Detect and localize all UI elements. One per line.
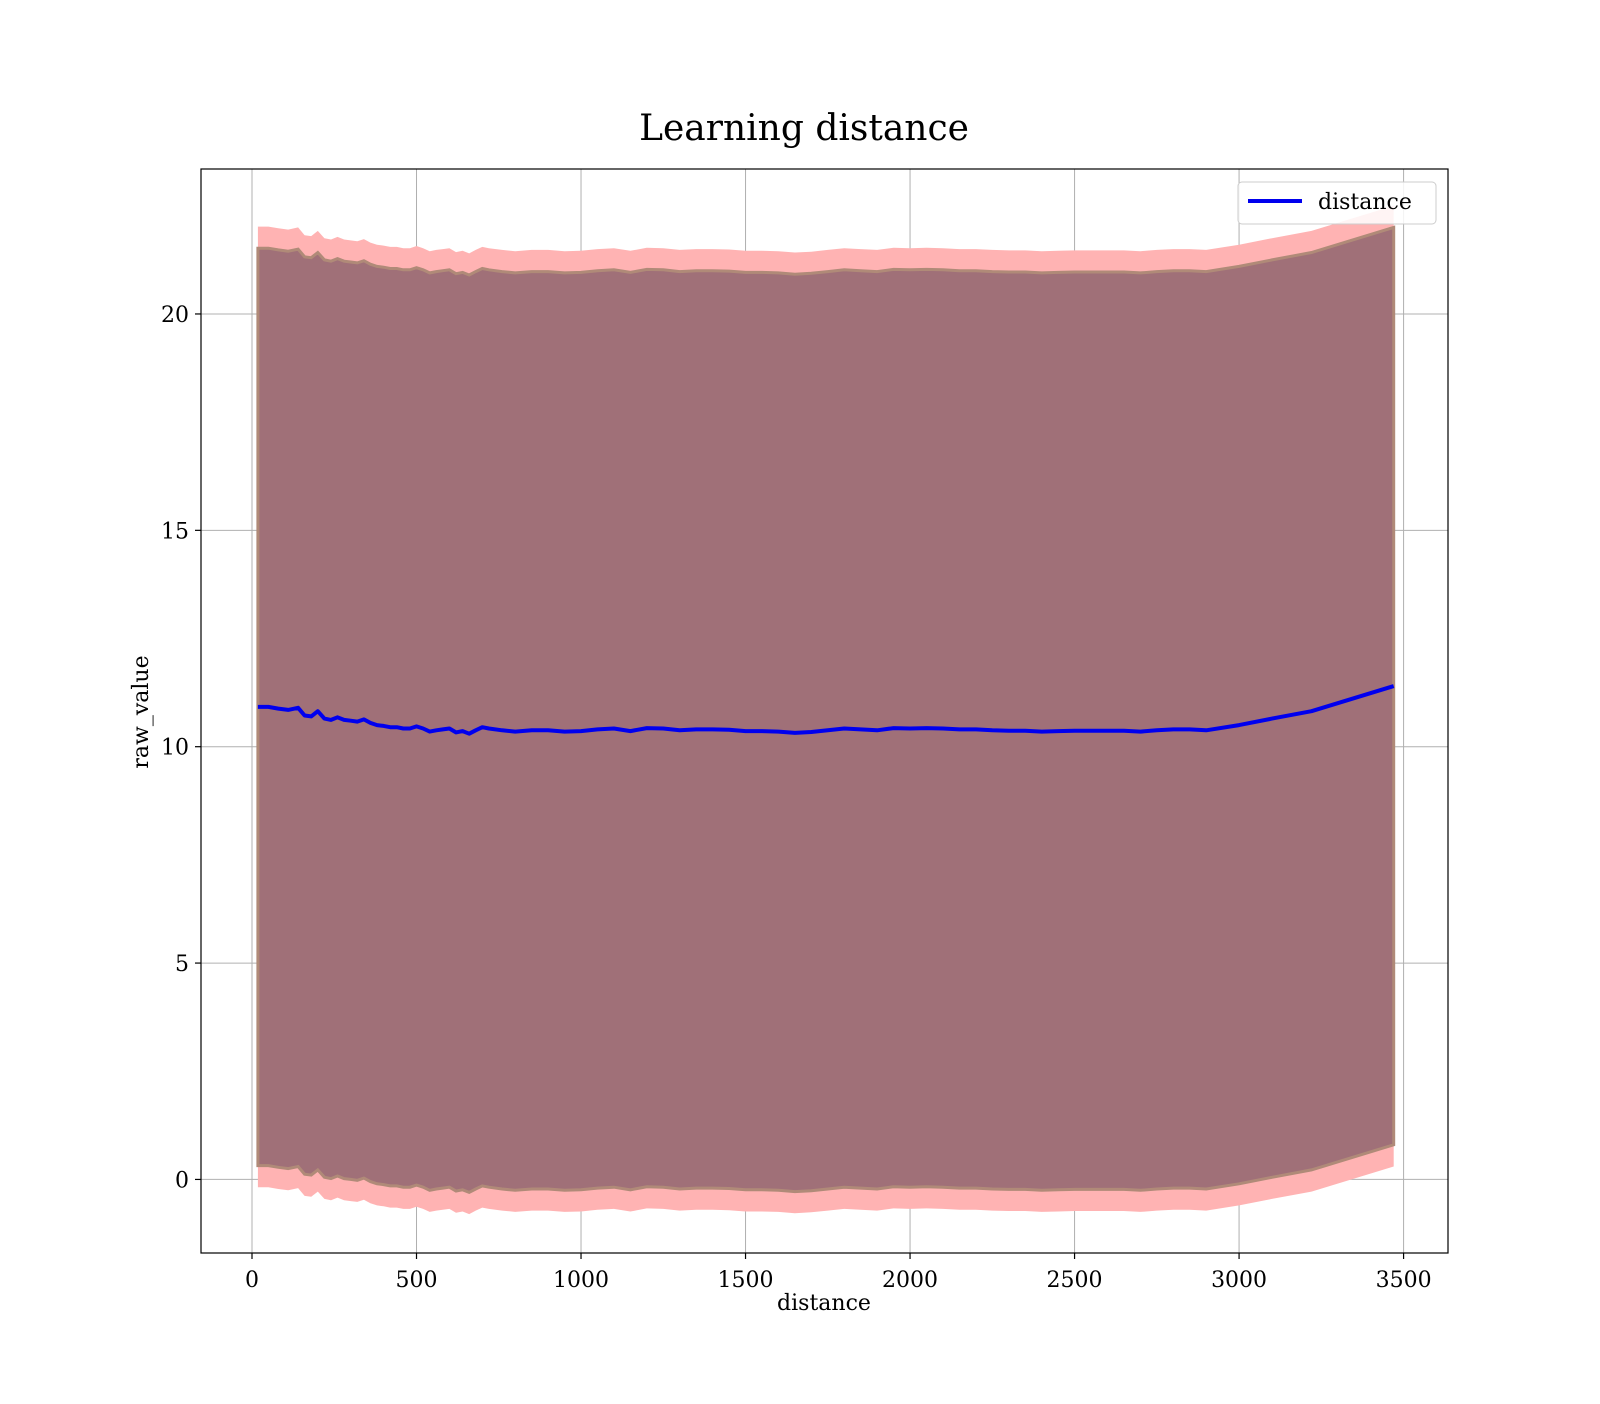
y-tick-label: 0 bbox=[175, 1168, 189, 1193]
x-tick-label: 2000 bbox=[882, 1268, 938, 1293]
y-axis-label: raw_value bbox=[129, 655, 154, 768]
series-line-distance bbox=[257, 684, 1395, 736]
x-tick-label: 2500 bbox=[1047, 1268, 1103, 1293]
inner-confidence-band bbox=[256, 225, 1396, 1195]
legend: distance bbox=[1237, 181, 1437, 225]
chart-title: Learning distance bbox=[639, 108, 969, 149]
legend-label-distance: distance bbox=[1318, 190, 1412, 215]
y-tick-label: 10 bbox=[161, 736, 189, 761]
x-tick-label: 3500 bbox=[1376, 1268, 1432, 1293]
x-tick-label: 1000 bbox=[553, 1268, 609, 1293]
line-layer bbox=[257, 684, 1395, 736]
y-tick-label: 20 bbox=[161, 303, 189, 328]
y-tick-label: 5 bbox=[175, 952, 189, 977]
legend-box bbox=[1237, 181, 1437, 225]
y-tick-label: 15 bbox=[161, 519, 189, 544]
band-layer bbox=[256, 205, 1396, 1215]
x-tick-label: 3000 bbox=[1211, 1268, 1267, 1293]
x-tick-label: 1500 bbox=[718, 1268, 774, 1293]
x-tick-label: 500 bbox=[396, 1268, 438, 1293]
ticks: 0 500 1000 1500 2000 2500 3000 3500 0 5 10 15 20 bbox=[161, 303, 1432, 1293]
x-tick-label: 0 bbox=[245, 1268, 259, 1293]
plot-frame bbox=[200, 168, 1449, 1254]
x-axis-label: distance bbox=[777, 1291, 871, 1316]
